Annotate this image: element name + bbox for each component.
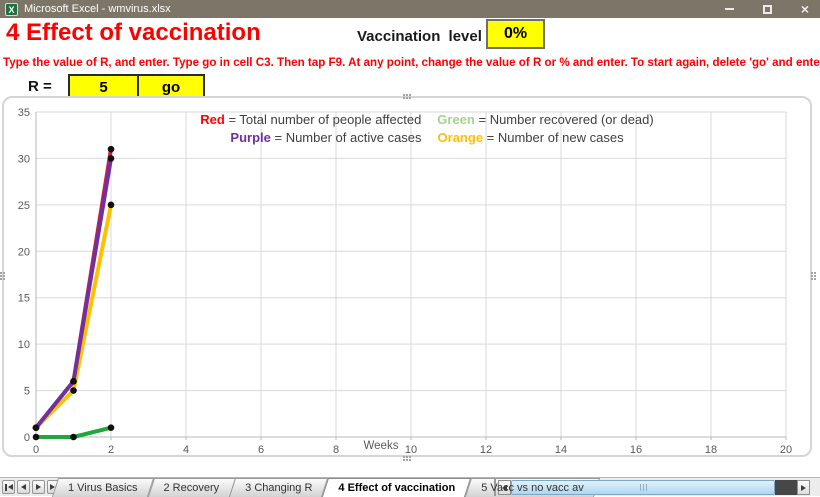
chart-resize-handle-right[interactable] [811, 272, 813, 274]
svg-text:15: 15 [18, 293, 30, 305]
scroll-right-icon [801, 484, 806, 491]
hscroll-right-button[interactable] [797, 480, 810, 495]
svg-text:4: 4 [183, 444, 189, 455]
scroll-left-icon [502, 484, 507, 491]
tab-truncation-divider [494, 479, 496, 496]
first-sheet-icon [4, 483, 7, 491]
excel-app-icon: X [5, 2, 18, 16]
vaccination-level-input[interactable]: 0% [486, 19, 545, 49]
legend-entry: Green = Number recovered (or dead) [437, 112, 654, 127]
svg-text:20: 20 [780, 444, 792, 455]
minimize-button[interactable] [723, 3, 735, 15]
svg-text:30: 30 [18, 153, 30, 165]
hscroll-left-button[interactable] [498, 480, 511, 495]
legend-entry: Red = Total number of people affected [200, 112, 422, 127]
hscroll-grip-icon [639, 484, 647, 491]
legend-entry: Purple = Number of active cases [230, 130, 422, 145]
sheet-tab[interactable]: 3 Changing R [232, 478, 325, 497]
last-sheet-icon [49, 484, 55, 490]
svg-text:5: 5 [24, 386, 30, 398]
title-bar: X Microsoft Excel - wmvirus.xlsx × [0, 0, 820, 18]
window-title: Microsoft Excel - wmvirus.xlsx [24, 3, 171, 15]
svg-text:16: 16 [630, 444, 642, 455]
close-button[interactable]: × [799, 1, 811, 17]
svg-text:12: 12 [480, 444, 492, 455]
first-sheet-button[interactable] [2, 480, 15, 494]
chart-object[interactable]: 0 5 10 15 20 25 30 35 0 2 4 6 8 10 12 14 16 18 20 Weeks Red… [0, 94, 813, 458]
instructions-text: Type the value of R, and enter. Type go … [3, 56, 820, 69]
series-line [34, 202, 113, 430]
chart-resize-handle-top[interactable] [403, 94, 405, 96]
svg-text:20: 20 [18, 246, 30, 258]
svg-text:25: 25 [18, 200, 30, 212]
x-axis-labels: 0 2 4 6 8 10 12 14 16 18 20 [33, 444, 792, 455]
chart-legend: Red = Total number of people affected Gre… [4, 111, 810, 147]
gridlines [36, 111, 787, 437]
sheet-tab[interactable]: 2 Recovery [151, 478, 233, 497]
next-sheet-icon [36, 484, 41, 490]
maximize-icon [762, 4, 772, 14]
svg-text:0: 0 [24, 432, 30, 444]
y-axis-labels: 0 5 10 15 20 25 30 35 [18, 107, 30, 444]
svg-text:6: 6 [258, 444, 264, 455]
sheet-tab[interactable]: 5 Vacc vs no vacc av [468, 478, 597, 497]
x-axis-title: Weeks [364, 440, 399, 452]
chart-resize-handle-left[interactable] [0, 272, 2, 274]
svg-text:0: 0 [33, 444, 39, 455]
maximize-button[interactable] [761, 3, 773, 15]
chart-svg: 0 5 10 15 20 25 30 35 0 2 4 6 8 10 12 14 16 18 20 Weeks [18, 107, 792, 455]
svg-text:10: 10 [18, 339, 30, 351]
legend-entry: Orange = Number of new cases [437, 130, 624, 145]
chart-resize-handle-bottom[interactable] [403, 456, 405, 458]
close-icon: × [800, 1, 810, 17]
page-title: 4 Effect of vaccination [6, 19, 261, 46]
hscroll-thumb[interactable] [511, 480, 775, 495]
hscroll-track-end[interactable] [775, 480, 797, 495]
r-label: R = [28, 78, 52, 95]
data-point-markers [32, 145, 115, 441]
svg-text:35: 35 [18, 107, 30, 119]
sheet-tab[interactable]: 4 Effect of vaccination [325, 478, 468, 497]
previous-sheet-icon [21, 484, 26, 490]
previous-sheet-button[interactable] [17, 480, 30, 494]
svg-text:8: 8 [333, 444, 339, 455]
minimize-icon [724, 8, 734, 10]
sheet-tab[interactable]: 1 Virus Basics [55, 478, 151, 497]
next-sheet-button[interactable] [32, 480, 45, 494]
svg-text:18: 18 [705, 444, 717, 455]
svg-text:10: 10 [405, 444, 417, 455]
svg-text:2: 2 [108, 444, 114, 455]
vaccination-level-label: Vaccination level [357, 28, 482, 45]
svg-text:14: 14 [555, 444, 567, 455]
